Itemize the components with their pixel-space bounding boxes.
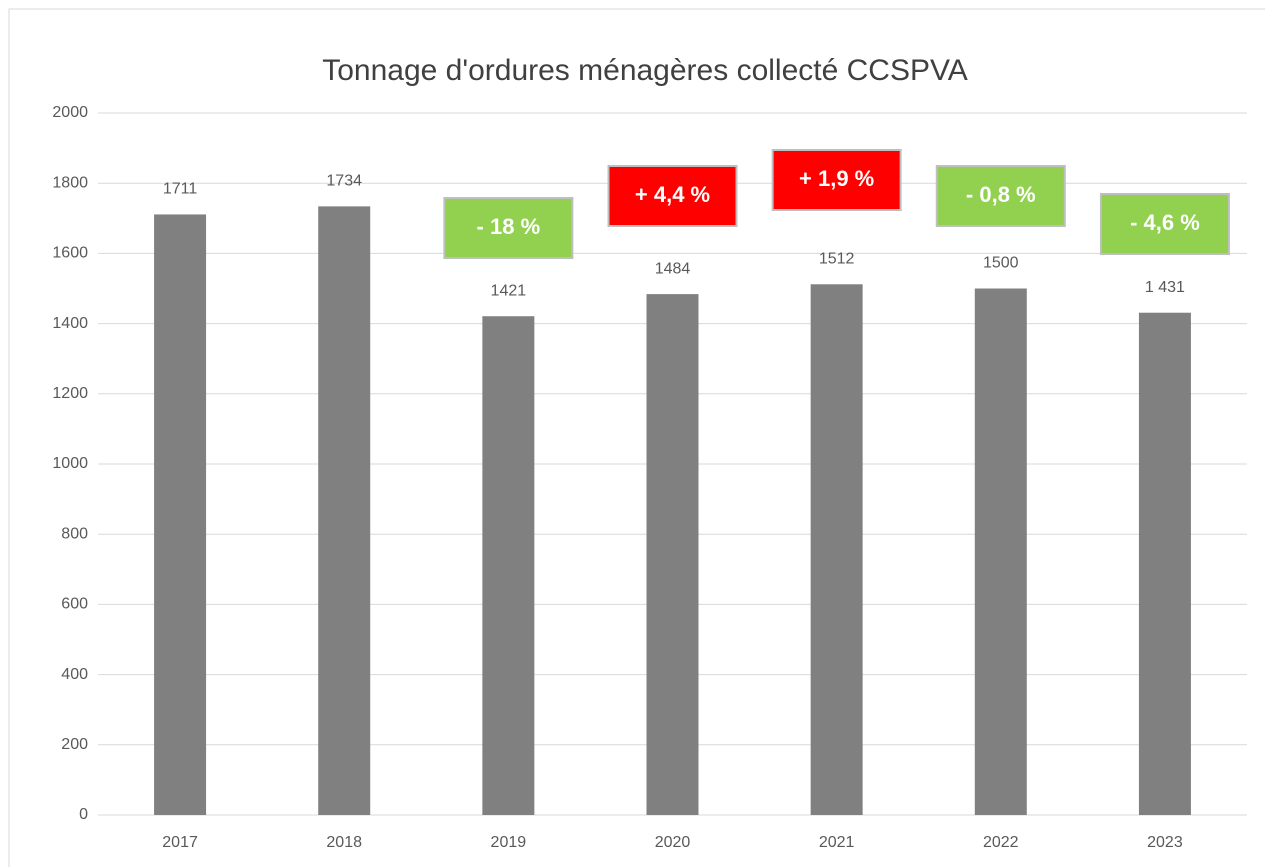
y-tick-label: 2000 bbox=[52, 104, 88, 121]
x-tick-label: 2017 bbox=[162, 834, 198, 851]
annotation-box bbox=[935, 165, 1066, 227]
bar bbox=[1138, 312, 1191, 815]
x-tick-label: 2021 bbox=[819, 834, 855, 851]
x-tick-label: 2020 bbox=[655, 834, 691, 851]
annotation-text: - 18 % bbox=[477, 214, 541, 239]
annotation-text: + 1,9 % bbox=[799, 166, 874, 191]
annotation-box bbox=[607, 165, 738, 227]
data-label: 1512 bbox=[819, 251, 855, 268]
x-tick-label: 2023 bbox=[1147, 834, 1183, 851]
x-tick-label: 2022 bbox=[983, 834, 1019, 851]
annotation-text: - 0,8 % bbox=[966, 182, 1036, 207]
annotation-box bbox=[1099, 193, 1230, 255]
bar bbox=[482, 316, 535, 815]
bar bbox=[974, 288, 1027, 815]
x-tick-label: 2018 bbox=[326, 834, 362, 851]
bar bbox=[810, 284, 863, 816]
y-tick-label: 1200 bbox=[52, 385, 88, 402]
y-tick-label: 600 bbox=[61, 596, 88, 613]
data-label: 1500 bbox=[983, 255, 1019, 272]
data-label: 1711 bbox=[163, 181, 198, 198]
annotation-text: - 4,6 % bbox=[1130, 210, 1200, 235]
y-tick-label: 1600 bbox=[52, 245, 88, 262]
data-label: 1484 bbox=[655, 260, 691, 277]
annotation-box bbox=[443, 197, 574, 259]
data-label: 1421 bbox=[491, 282, 527, 299]
x-tick-label: 2019 bbox=[491, 834, 527, 851]
data-label: 1 431 bbox=[1145, 279, 1185, 296]
y-tick-label: 1800 bbox=[52, 174, 88, 191]
chart-border bbox=[8, 8, 1265, 867]
data-label: 1734 bbox=[326, 173, 362, 190]
annotation-box bbox=[771, 149, 902, 211]
bar bbox=[154, 214, 207, 816]
chart-title: Tonnage d'ordures ménagères collecté CCS… bbox=[322, 54, 968, 87]
annotation-text: + 4,4 % bbox=[635, 182, 710, 207]
y-tick-label: 1000 bbox=[52, 455, 88, 472]
bar bbox=[646, 294, 699, 816]
y-tick-label: 800 bbox=[61, 525, 88, 542]
y-tick-label: 200 bbox=[61, 736, 88, 753]
y-tick-label: 1400 bbox=[52, 315, 88, 332]
bar bbox=[318, 206, 371, 816]
y-tick-label: 0 bbox=[79, 806, 88, 823]
y-tick-label: 400 bbox=[61, 666, 88, 683]
